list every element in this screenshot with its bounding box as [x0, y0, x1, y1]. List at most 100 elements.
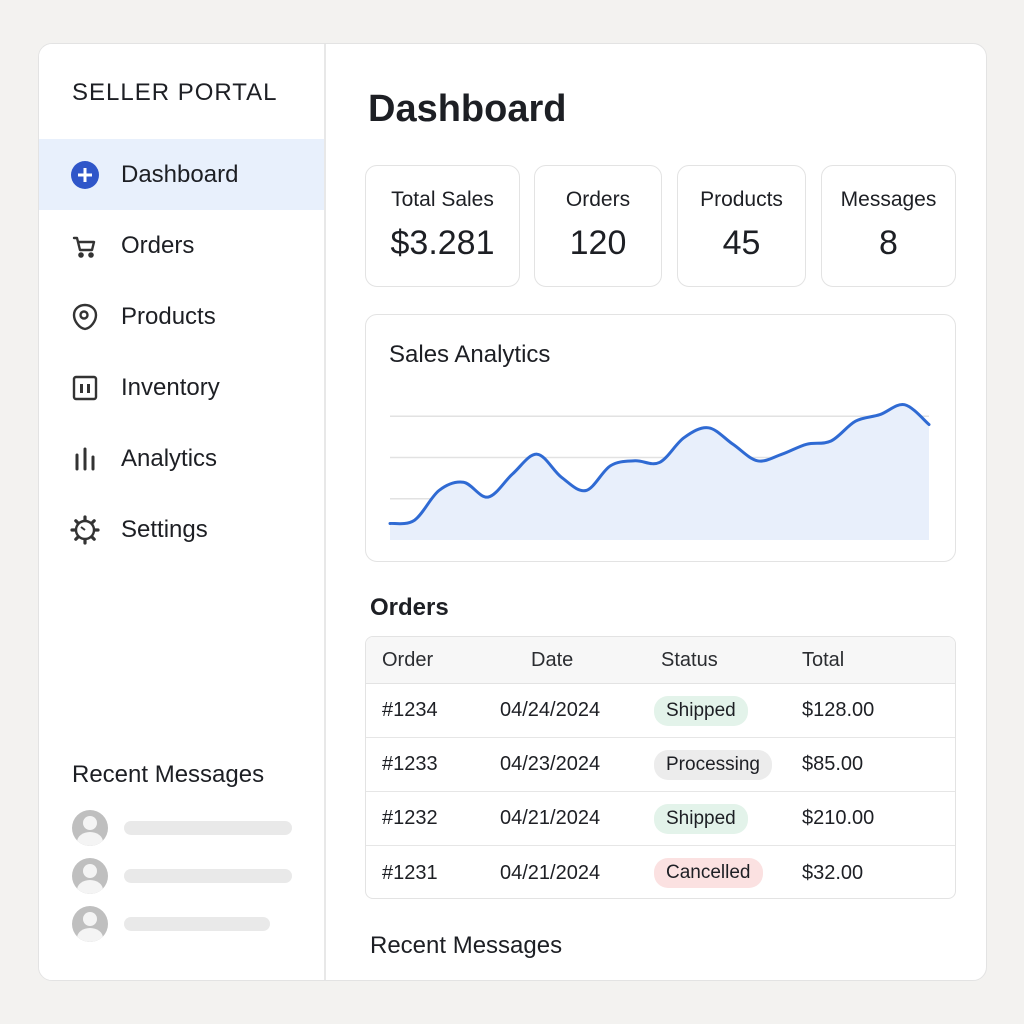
bar-chart-icon: [69, 443, 101, 475]
order-id: #1232: [382, 807, 438, 829]
order-date: 04/24/2024: [500, 699, 601, 721]
orders-table: Order Date Status Total #1234 04/24/2024…: [365, 636, 956, 899]
chart-point-6[interactable]: [533, 450, 541, 458]
order-total: $32.00: [802, 861, 864, 884]
chart-point-0[interactable]: [386, 520, 394, 528]
cart-icon: [69, 230, 101, 262]
avatar: [72, 810, 108, 846]
order-status: Shipped: [654, 792, 748, 845]
sidebar-item-orders[interactable]: Orders: [39, 210, 324, 281]
avatar: [72, 858, 108, 894]
message-placeholder: [124, 917, 270, 931]
recent-messages-section-title: Recent Messages: [370, 932, 563, 959]
table-header: Order Date Status Total: [366, 637, 955, 684]
tag-icon: [69, 301, 101, 333]
order-total: $128.00: [802, 699, 875, 721]
sidebar-item-settings[interactable]: Settings: [39, 494, 324, 565]
chart-point-15[interactable]: [754, 457, 762, 465]
chart-point-3[interactable]: [460, 478, 468, 486]
chart-point-14[interactable]: [729, 440, 737, 448]
column-header-date[interactable]: Date: [531, 648, 574, 671]
order-date: 04/23/2024: [500, 753, 601, 775]
recent-messages-list: [72, 804, 302, 948]
status-badge: Shipped: [654, 803, 748, 834]
order-id: #1233: [382, 753, 438, 775]
sidebar-item-label: Products: [121, 302, 216, 330]
app-window: SELLER PORTAL Dashboard Orders Products: [38, 43, 987, 981]
chart-point-9[interactable]: [607, 462, 615, 470]
sidebar-item-analytics[interactable]: Analytics: [39, 423, 324, 494]
sidebar: SELLER PORTAL Dashboard Orders Products: [39, 44, 326, 980]
sidebar-item-inventory[interactable]: Inventory: [39, 352, 324, 423]
orders-section-title: Orders: [370, 594, 449, 621]
stat-value: 8: [879, 224, 898, 262]
sales-chart: [386, 401, 933, 540]
stat-card-orders[interactable]: Orders 120: [534, 165, 662, 287]
sidebar-item-label: Settings: [121, 515, 208, 543]
column-header-status[interactable]: Status: [661, 648, 718, 671]
order-date: 04/21/2024: [500, 807, 601, 829]
stat-card-products[interactable]: Products 45: [677, 165, 806, 287]
chart-point-21[interactable]: [901, 401, 909, 409]
message-placeholder: [124, 869, 292, 883]
sidebar-item-label: Dashboard: [121, 160, 239, 188]
chart-point-20[interactable]: [876, 411, 884, 419]
box-icon: [69, 372, 101, 404]
chart-point-2[interactable]: [435, 487, 443, 495]
message-preview[interactable]: [72, 900, 302, 948]
sidebar-item-products[interactable]: Products: [39, 281, 324, 352]
table-row[interactable]: #1233 04/23/2024 Processing $85.00: [366, 738, 955, 792]
order-total: $210.00: [802, 807, 875, 829]
plus-circle-icon: [69, 159, 101, 191]
sidebar-item-label: Orders: [121, 231, 195, 259]
chart-point-19[interactable]: [852, 417, 860, 425]
chart-point-4[interactable]: [484, 493, 492, 501]
chart-series-line[interactable]: [388, 403, 931, 526]
table-row[interactable]: #1231 04/21/2024 Cancelled $32.00: [366, 846, 955, 898]
column-header-total[interactable]: Total: [802, 648, 845, 671]
chart-point-12[interactable]: [680, 434, 688, 442]
stat-label: Orders: [565, 188, 631, 211]
sidebar-item-dashboard[interactable]: Dashboard: [39, 139, 324, 210]
chart-point-13[interactable]: [705, 424, 713, 432]
chart-point-5[interactable]: [509, 470, 517, 478]
stat-label: Products: [700, 188, 783, 211]
brand-title: SELLER PORTAL: [72, 79, 278, 106]
page-title: Dashboard: [368, 88, 567, 130]
sidebar-item-label: Inventory: [121, 373, 220, 401]
order-id: #1234: [382, 699, 438, 721]
chart-point-17[interactable]: [803, 440, 811, 448]
order-date: 04/21/2024: [500, 861, 601, 884]
order-status: Shipped: [654, 684, 748, 737]
chart-point-10[interactable]: [631, 457, 639, 465]
recent-messages-title: Recent Messages: [72, 761, 265, 788]
main-content: Dashboard Total Sales $3.281 Orders 120 …: [326, 44, 986, 980]
stat-value: 120: [569, 224, 627, 262]
chart-area: [390, 404, 929, 540]
gear-icon: [69, 514, 101, 546]
chart-point-16[interactable]: [778, 450, 786, 458]
sidebar-item-label: Analytics: [121, 444, 218, 472]
chart-point-1[interactable]: [411, 516, 419, 524]
stat-card-messages[interactable]: Messages 8: [821, 165, 956, 287]
message-preview[interactable]: [72, 804, 302, 852]
chart-point-22[interactable]: [925, 421, 933, 429]
message-preview[interactable]: [72, 852, 302, 900]
order-status: Processing: [654, 738, 772, 791]
status-badge: Shipped: [654, 695, 748, 726]
stat-card-total-sales[interactable]: Total Sales $3.281: [365, 165, 520, 287]
sales-analytics-card: Sales Analytics: [365, 314, 956, 562]
column-header-order[interactable]: Order: [382, 648, 434, 671]
message-placeholder: [124, 821, 292, 835]
avatar: [72, 906, 108, 942]
table-row[interactable]: #1232 04/21/2024 Shipped $210.00: [366, 792, 955, 846]
chart-point-7[interactable]: [558, 473, 566, 481]
stat-value: $3.281: [390, 224, 495, 262]
chart-point-11[interactable]: [656, 458, 664, 466]
order-id: #1231: [382, 861, 438, 884]
chart-point-18[interactable]: [827, 437, 835, 445]
table-row[interactable]: #1234 04/24/2024 Shipped $128.00: [366, 684, 955, 738]
order-total: $85.00: [802, 753, 864, 775]
chart-point-8[interactable]: [582, 487, 590, 495]
stat-label: Messages: [840, 188, 937, 211]
